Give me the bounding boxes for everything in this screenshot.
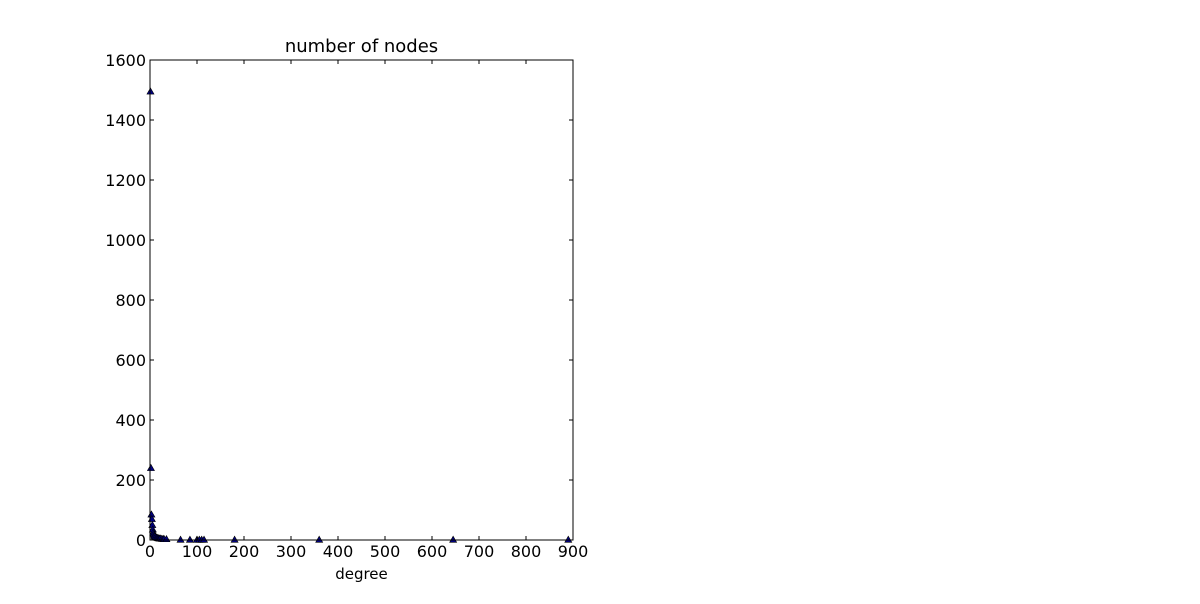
x-tick-label: 300 [276, 542, 307, 561]
x-axis-label: degree [335, 565, 388, 583]
plot-frame [149, 59, 574, 541]
data-point [315, 535, 324, 543]
y-tick-label: 800 [115, 291, 146, 310]
y-tick-label: 1400 [105, 111, 146, 130]
data-point [146, 463, 155, 471]
y-tick-label: 1200 [105, 171, 146, 190]
chart-title: number of nodes [285, 36, 438, 57]
data-point [564, 535, 573, 543]
x-tick-label: 400 [323, 542, 354, 561]
x-tick-label: 600 [417, 542, 448, 561]
ticks-layer: 0 100 200 300 400 500 600 700 800 900 0 200 400 600 80… [105, 51, 588, 561]
data-point [230, 535, 239, 543]
x-tick-label: 200 [229, 542, 260, 561]
y-tick-label: 400 [115, 411, 146, 430]
x-tick-label: 100 [182, 542, 213, 561]
marks-layer [146, 87, 573, 543]
x-tick-label: 900 [558, 542, 589, 561]
data-point [449, 535, 458, 543]
y-tick-label: 1000 [105, 231, 146, 250]
data-point [176, 535, 185, 543]
data-point [200, 535, 209, 543]
x-tick-label: 0 [145, 542, 155, 561]
y-tick-label: 200 [115, 471, 146, 490]
y-tick-label: 0 [136, 531, 146, 550]
y-tick-label: 1600 [105, 51, 146, 70]
y-tick-label: 600 [115, 351, 146, 370]
data-point [185, 535, 194, 543]
x-tick-label: 500 [370, 542, 401, 561]
x-tick-label: 800 [511, 542, 542, 561]
x-tick-label: 700 [464, 542, 495, 561]
